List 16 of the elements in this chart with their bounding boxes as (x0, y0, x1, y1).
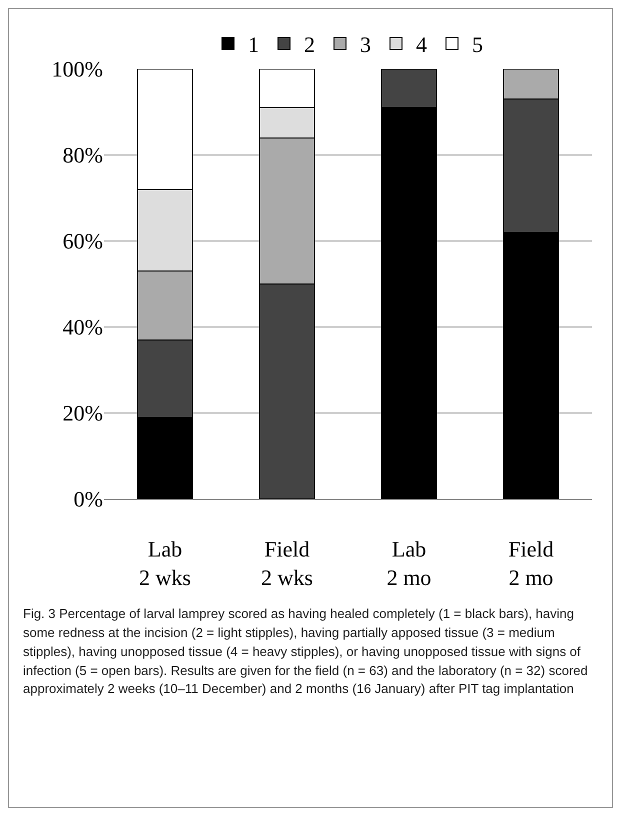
legend-label: 1 (248, 32, 259, 58)
legend-label: 2 (304, 32, 315, 58)
y-tick-label: 100% (52, 56, 103, 82)
x-tick-label: Lab 2 wks (139, 536, 191, 590)
y-tick-label: 80% (62, 142, 103, 168)
caption: Fig. 3 Percentage of larval lamprey scored as having healed completely (1 = black bars), having some redness at the incision (2 = light stipples), having partially apposed tissue (3 = medium stipples), having unopposed tissue (4 = heavy stipples), or having unopposed tissue with signs of infection (5 = open bars). Results are given for the field (n = 63) and the laboratory (n = 32) scored approximately 2 weeks (10–11 December) and 2 months (16 January) after PIT tag implantation (23, 605, 589, 698)
y-tick-label: 40% (62, 314, 103, 340)
x-tick-label: Lab 2 mo (386, 536, 432, 590)
legend-label: 4 (416, 32, 427, 58)
x-tick-label: Field 2 mo (508, 536, 554, 590)
y-tick-label: 20% (62, 400, 103, 426)
x-tick-label: Field 2 wks (261, 536, 313, 590)
y-tick-label: 0% (74, 486, 103, 512)
y-tick-label: 60% (62, 228, 103, 254)
legend-label: 5 (472, 32, 483, 58)
legend-label: 3 (360, 32, 371, 58)
